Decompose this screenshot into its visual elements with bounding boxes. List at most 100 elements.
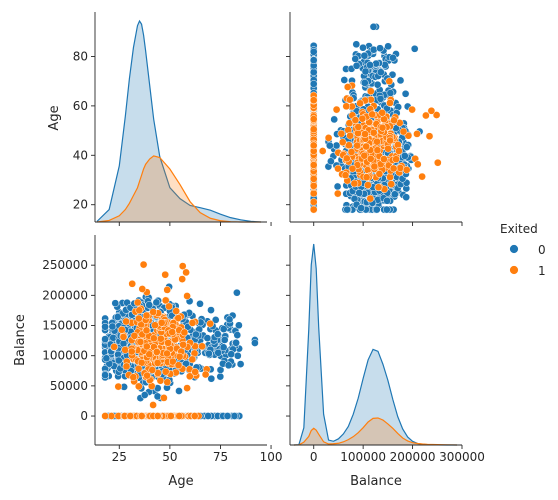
y-tick-label: 20 xyxy=(73,198,88,212)
kde-area-exited-0 xyxy=(293,244,458,445)
scatter-point-exited-0 xyxy=(309,56,318,65)
scatter-point-exited-0 xyxy=(232,338,240,347)
scatter-point-exited-1 xyxy=(122,362,131,371)
scatter-point-exited-0 xyxy=(330,115,339,124)
scatter-point-exited-1 xyxy=(137,412,146,420)
kde-line-exited-0 xyxy=(96,19,261,223)
scatter-point-exited-1 xyxy=(163,349,171,358)
scatter-point-exited-0 xyxy=(376,44,384,53)
scatter-point-exited-1 xyxy=(374,183,383,192)
scatter-point-exited-0 xyxy=(196,299,204,308)
scatter-point-exited-1 xyxy=(119,333,128,341)
y-tick-label: 150000 xyxy=(42,319,88,333)
scatter-point-exited-0 xyxy=(360,79,369,87)
kde-line-exited-1 xyxy=(96,155,261,223)
scatter-point-exited-0 xyxy=(410,44,419,53)
scatter-point-exited-0 xyxy=(233,331,242,339)
scatter-point-exited-1 xyxy=(369,128,378,137)
scatter-point-exited-1 xyxy=(168,328,177,336)
scatter-point-exited-0 xyxy=(101,371,109,379)
scatter-point-exited-1 xyxy=(148,366,157,374)
scatter-point-exited-1 xyxy=(180,328,189,337)
scatter-point-exited-1 xyxy=(163,378,172,387)
scatter-point-exited-0 xyxy=(401,89,410,98)
scatter-point-exited-1 xyxy=(389,164,398,173)
scatter-point-exited-0 xyxy=(359,43,367,52)
kde-area-exited-1 xyxy=(97,155,261,222)
scatter-point-exited-1 xyxy=(136,338,145,346)
scatter-point-exited-1 xyxy=(366,154,375,163)
scatter-point-exited-0 xyxy=(388,70,397,79)
scatter-point-exited-0 xyxy=(376,94,385,103)
scatter-point-exited-1 xyxy=(309,181,318,190)
scatter-point-exited-1 xyxy=(183,384,191,392)
scatter-point-exited-0 xyxy=(233,288,241,297)
scatter-point-exited-0 xyxy=(369,22,378,31)
scatter-point-exited-1 xyxy=(117,325,126,334)
scatter-point-exited-0 xyxy=(376,68,385,77)
y-tick-label: 200000 xyxy=(42,288,88,302)
scatter-point-exited-0 xyxy=(360,51,369,60)
scatter-point-exited-1 xyxy=(206,319,215,328)
scatter-point-exited-0 xyxy=(309,47,318,56)
scatter-point-exited-0 xyxy=(340,76,349,84)
scatter-point-exited-1 xyxy=(332,105,341,114)
scatter-point-exited-0 xyxy=(333,182,342,191)
scatter-point-exited-1 xyxy=(342,102,351,111)
scatter-point-exited-0 xyxy=(101,322,109,331)
scatter-point-exited-1 xyxy=(309,141,318,150)
scatter-point-exited-1 xyxy=(142,326,151,335)
scatter-point-exited-0 xyxy=(343,205,352,214)
scatter-point-exited-1 xyxy=(175,352,184,361)
scatter-point-exited-1 xyxy=(129,373,138,382)
scatter-point-exited-1 xyxy=(133,298,142,307)
scatter-point-exited-1 xyxy=(153,412,162,420)
scatter-point-exited-1 xyxy=(387,180,396,188)
scatter-point-exited-1 xyxy=(163,286,172,294)
scatter-point-exited-1 xyxy=(126,412,135,420)
scatter-point-exited-0 xyxy=(251,339,259,347)
scatter-point-exited-0 xyxy=(153,392,162,401)
scatter-point-exited-1 xyxy=(346,131,354,140)
scatter-point-exited-1 xyxy=(399,127,408,136)
scatter-point-exited-1 xyxy=(135,314,143,323)
scatter-point-exited-0 xyxy=(366,61,374,69)
scatter-point-exited-1 xyxy=(178,275,187,283)
scatter-point-exited-0 xyxy=(175,387,183,395)
scatter-point-exited-1 xyxy=(362,173,371,182)
panel-balance-vs-age-scatter: 0 50000 100000 150000 200000 250000 25 50 75 100 xyxy=(42,235,283,464)
scatter-point-exited-0 xyxy=(230,412,239,420)
scatter-point-exited-0 xyxy=(113,313,122,321)
scatter-point-exited-1 xyxy=(201,370,210,379)
scatter-point-exited-1 xyxy=(356,99,364,108)
scatter-point-exited-1 xyxy=(433,158,442,167)
scatter-point-exited-0 xyxy=(327,157,335,166)
y-tick-label: 250000 xyxy=(42,258,88,272)
scatter-point-exited-1 xyxy=(175,412,184,420)
scatter-point-exited-1 xyxy=(366,194,375,203)
y-tick-label: 0 xyxy=(80,409,88,423)
legend-marker-1 xyxy=(508,264,520,276)
scatter-point-exited-1 xyxy=(347,148,356,156)
scatter-point-exited-1 xyxy=(152,348,161,356)
y-tick-label: 50000 xyxy=(50,379,88,393)
scatter-point-exited-1 xyxy=(386,173,394,181)
scatter-point-exited-1 xyxy=(337,129,346,138)
scatter-point-exited-1 xyxy=(413,160,422,169)
x-tick-label: 25 xyxy=(112,450,127,464)
scatter-point-exited-1 xyxy=(368,110,377,119)
scatter-point-exited-0 xyxy=(204,412,212,420)
scatter-point-exited-1 xyxy=(402,166,411,174)
scatter-point-exited-1 xyxy=(164,339,172,347)
scatter-point-exited-1 xyxy=(362,142,371,151)
scatter-point-exited-0 xyxy=(384,42,392,51)
x-tick-label: 50 xyxy=(162,450,177,464)
scatter-point-exited-1 xyxy=(360,151,369,160)
scatter-point-exited-1 xyxy=(151,321,159,330)
scatter-point-exited-1 xyxy=(354,123,363,131)
scatter-point-exited-1 xyxy=(413,130,421,138)
scatter-point-exited-1 xyxy=(172,307,181,315)
scatter-point-exited-1 xyxy=(145,350,154,359)
scatter-point-exited-0 xyxy=(236,360,245,368)
scatter-point-exited-1 xyxy=(333,189,342,198)
